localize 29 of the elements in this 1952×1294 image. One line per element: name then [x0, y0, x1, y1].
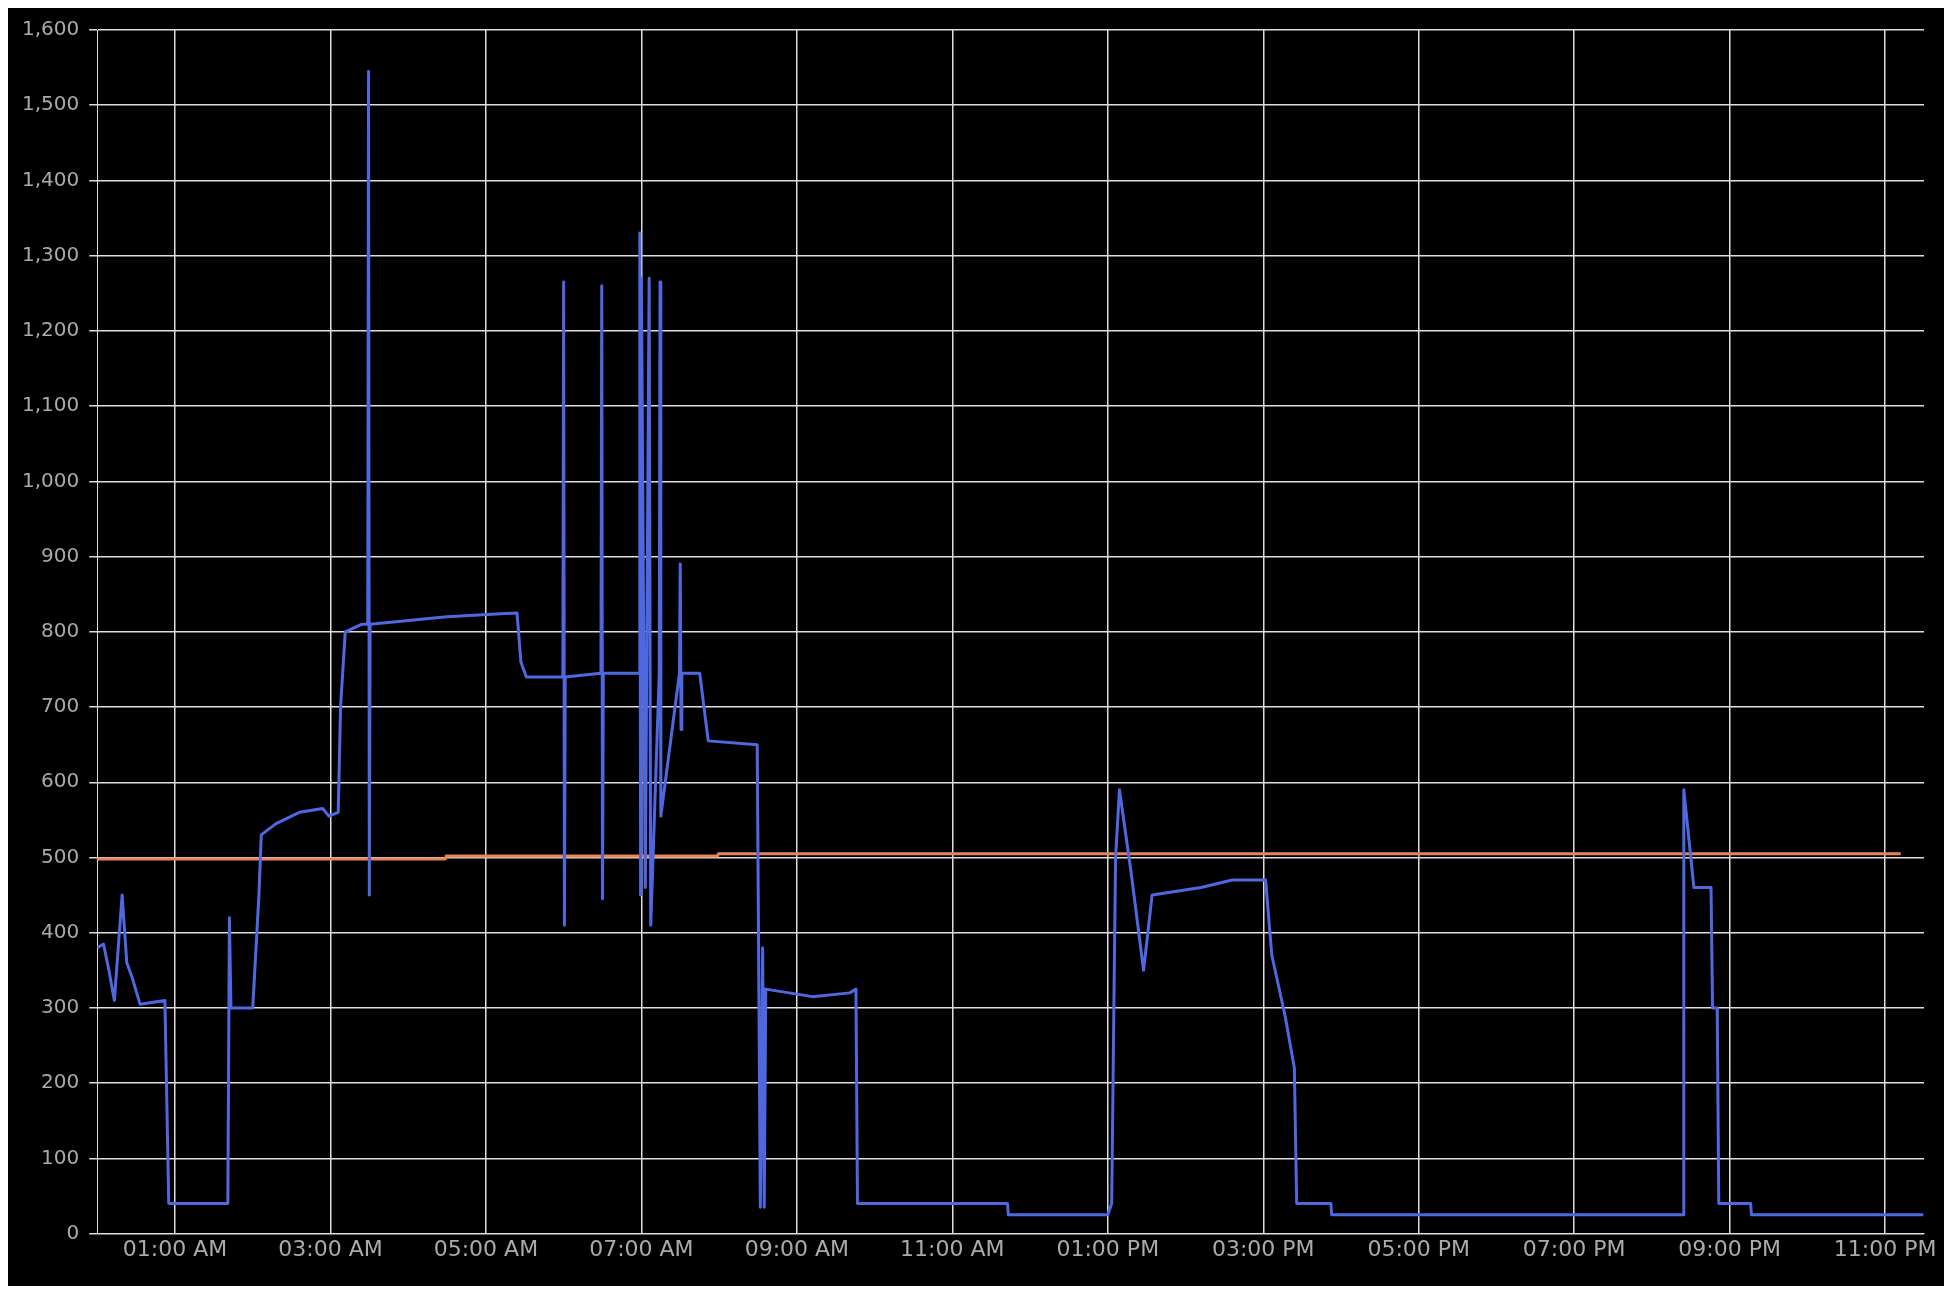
y-tick-label: 100 [41, 1144, 80, 1169]
x-tick-label: 09:00 PM [1678, 1235, 1781, 1261]
y-tick-label: 400 [41, 918, 80, 943]
y-tick-label: 300 [41, 994, 80, 1019]
x-tick-label: 09:00 AM [744, 1235, 850, 1261]
x-tick-label: 07:00 AM [589, 1235, 694, 1261]
x-tick-label: 01:00 AM [122, 1235, 228, 1261]
y-tick-label: 1,100 [21, 392, 80, 417]
y-tick-label: 1,000 [21, 467, 80, 492]
y-tick-label: 1,400 [21, 166, 80, 191]
x-tick-label: 05:00 PM [1367, 1235, 1471, 1261]
x-tick-label: 11:00 PM [1833, 1235, 1937, 1261]
x-tick-label: 07:00 PM [1522, 1235, 1626, 1261]
x-tick-label: 03:00 AM [278, 1235, 383, 1261]
x-tick-label: 05:00 AM [433, 1235, 539, 1261]
x-tick-label: 01:00 PM [1056, 1235, 1160, 1261]
y-tick-label: 1,500 [21, 91, 80, 116]
y-tick-label: 800 [41, 618, 80, 642]
y-tick-label: 0 [66, 1219, 80, 1244]
y-tick-label: 1,200 [21, 317, 80, 342]
y-tick-label: 200 [41, 1069, 80, 1094]
y-tick-label: 600 [41, 768, 80, 793]
x-tick-label: 03:00 PM [1211, 1235, 1315, 1261]
y-tick-label: 900 [41, 542, 80, 567]
y-tick-label: 1,300 [21, 241, 80, 266]
y-tick-label: 500 [41, 843, 80, 868]
y-tick-label: 700 [41, 693, 80, 718]
x-tick-label: 11:00 AM [900, 1235, 1005, 1261]
y-tick-label: 1,600 [21, 16, 80, 41]
